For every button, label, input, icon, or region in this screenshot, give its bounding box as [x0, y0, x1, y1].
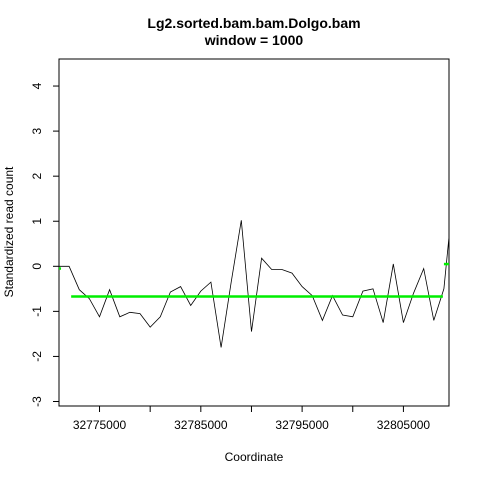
series-line [59, 220, 450, 348]
chart-subtitle: window = 1000 [204, 32, 304, 48]
y-tick-label: -3 [30, 396, 44, 407]
y-tick-label: -2 [30, 351, 44, 362]
y-tick-label: 1 [30, 218, 44, 225]
y-tick-label: 4 [30, 82, 44, 89]
plot-area [59, 220, 450, 348]
y-tick-label: 3 [30, 127, 44, 134]
y-tick-label: 2 [30, 173, 44, 180]
y-tick-label: -1 [30, 306, 44, 317]
x-tick-label: 32805000 [377, 418, 431, 432]
x-tick-label: 32775000 [73, 418, 127, 432]
chart-title: Lg2.sorted.bam.bam.Dolgo.bam [147, 15, 360, 31]
plot-frame [58, 58, 450, 407]
y-axis-label: Standardized read count [2, 166, 16, 297]
x-axis: 32775000 32785000 32795000 32805000 [73, 406, 431, 432]
x-tick-label: 32785000 [174, 418, 228, 432]
x-tick-label: 32795000 [275, 418, 329, 432]
y-axis: -3 -2 -1 0 1 2 3 4 [30, 82, 59, 407]
x-axis-label: Coordinate [225, 450, 284, 464]
y-tick-label: 0 [30, 263, 44, 270]
